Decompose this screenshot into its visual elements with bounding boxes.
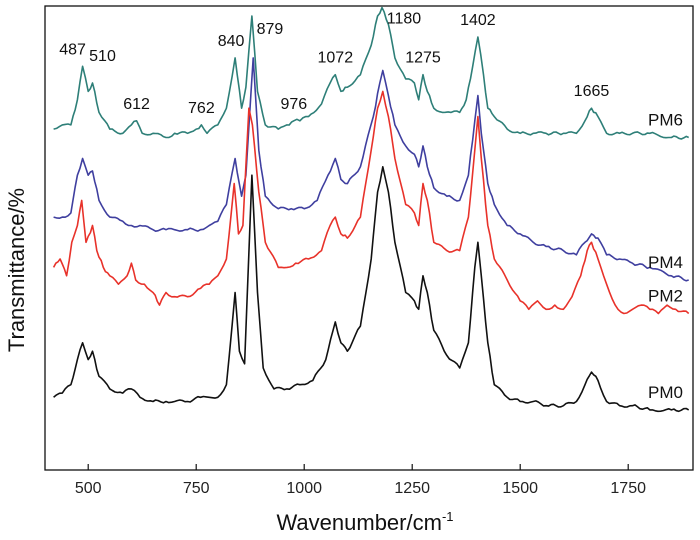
peak-labels: 487 510 612 762 840 879 976 1072 1180 1275 1402 166… (59, 11, 609, 117)
peak-label-1665: 1665 (574, 83, 610, 100)
series-line-pm6 (53, 6, 690, 140)
peak-label-762: 762 (188, 100, 215, 117)
x-axis-title-superscript: -1 (442, 509, 454, 524)
x-tick-label: 1750 (610, 480, 646, 497)
plot-frame (44, 5, 694, 471)
peak-label-1180: 1180 (387, 11, 422, 28)
peak-label-976: 976 (280, 96, 307, 113)
series-line-pm4 (53, 57, 689, 282)
series-label-pm6: PM6 (648, 111, 683, 130)
x-tick-label: 1250 (394, 480, 430, 497)
x-tick-label: 500 (75, 480, 102, 497)
series-label-pm4: PM4 (648, 253, 683, 272)
series-label-pm0: PM0 (648, 383, 683, 402)
peak-label-1402: 1402 (460, 12, 496, 29)
x-tick-label: 1500 (502, 480, 538, 497)
series-line-pm0 (53, 166, 690, 413)
x-axis-title-text: Wavenumber/cm (276, 510, 441, 535)
peak-label-510: 510 (89, 48, 116, 65)
peak-label-1275: 1275 (405, 50, 441, 67)
series-label-pm2: PM2 (648, 286, 683, 305)
x-tick-label: 1000 (286, 480, 322, 497)
plot-border (44, 5, 694, 471)
y-axis-title: Transmittance/% (4, 188, 29, 352)
spectrum-traces (52, 6, 690, 413)
peak-label-879: 879 (257, 21, 284, 38)
peak-label-612: 612 (123, 96, 150, 113)
series-line-pm2 (52, 90, 690, 315)
peak-label-1072: 1072 (318, 50, 354, 67)
x-axis-ticks: 500 750 1000 1250 1500 1750 (75, 464, 646, 497)
peak-label-487: 487 (59, 41, 86, 58)
x-tick-label: 750 (183, 480, 210, 497)
x-axis-title: Wavenumber/cm-1 (276, 509, 453, 535)
peak-label-840: 840 (218, 33, 245, 50)
series-labels: PM6 PM4 PM2 PM0 (648, 111, 683, 402)
